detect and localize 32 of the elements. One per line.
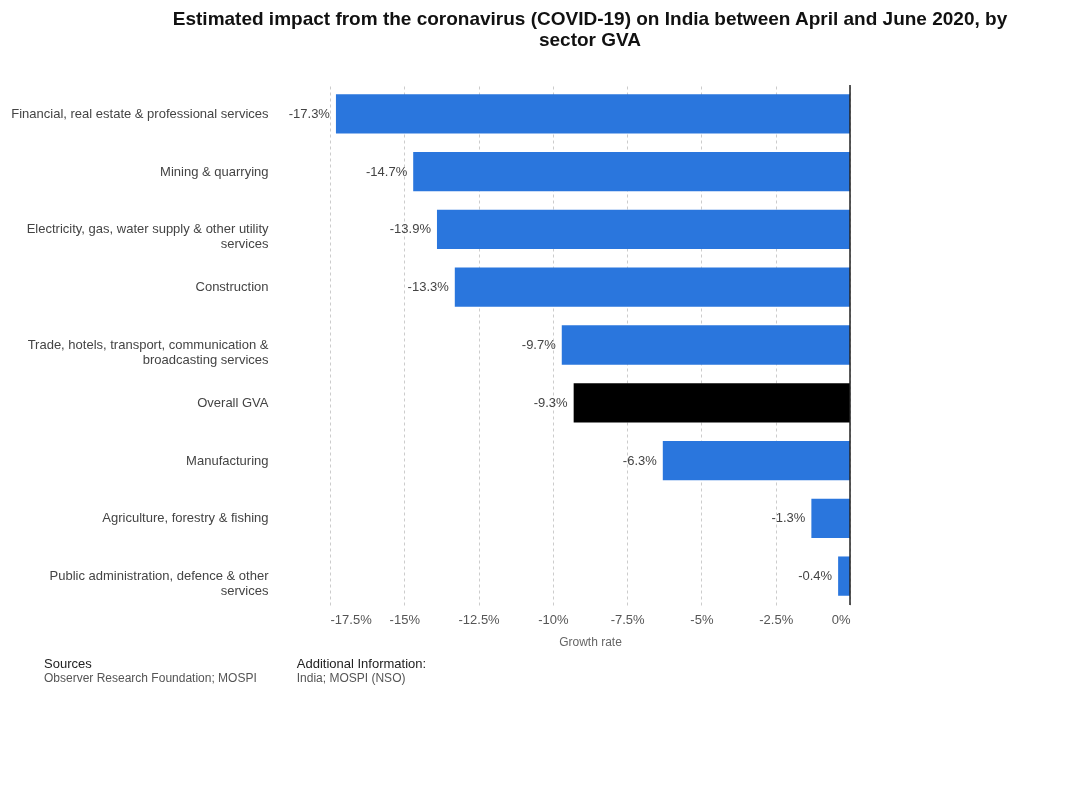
text: Additional Information:	[296, 656, 427, 671]
x-tick-label: -12.5%	[458, 611, 501, 627]
y-tick-label: Electricity, gas, water supply & other utility services	[26, 221, 269, 252]
text: Sources	[44, 656, 93, 671]
x-tick-label: -15%	[389, 611, 421, 627]
y-tick-label: Agriculture, forestry & fishing	[102, 510, 269, 526]
text: India; MOSPI (NSO)	[296, 671, 407, 685]
chart-title: Estimated impact from the coronavirus (COVID-19) on India between April and June 2020, by sector GVA	[172, 8, 1008, 51]
y-tick-label: Mining & quarrying	[160, 163, 269, 179]
data-label: -17.3%	[288, 105, 331, 121]
x-tick-label: 0%	[831, 611, 851, 627]
y-tick-label: Overall GVA	[197, 394, 269, 410]
data-label: -13.9%	[389, 221, 432, 237]
x-tick-label: -17.5%	[330, 611, 373, 627]
y-tick-label: Manufacturing	[186, 452, 269, 468]
x-axis-title: Growth rate	[559, 634, 623, 649]
y-tick-label: Trade, hotels, transport, communication & broadcasting services	[27, 337, 269, 367]
data-label: -6.3%	[622, 452, 658, 468]
data-label: -13.3%	[407, 279, 450, 295]
x-tick-label: -7.5%	[610, 611, 646, 627]
text: Observer Research Foundation; MOSPI	[44, 671, 257, 685]
data-label: -9.3%	[533, 394, 569, 410]
y-tick-label: Construction	[195, 279, 269, 295]
x-tick-label: -2.5%	[759, 611, 794, 627]
data-label: -0.4%	[798, 568, 833, 584]
x-tick-label: -5%	[690, 611, 714, 627]
y-tick-label: Financial, real estate & professional services	[11, 105, 269, 121]
y-tick-label: Public administration, defence & other services	[49, 568, 270, 599]
data-label: -14.7%	[366, 163, 408, 179]
data-label: -9.7%	[521, 337, 557, 352]
x-tick-label: -10%	[538, 611, 569, 627]
data-label: -1.3%	[771, 510, 806, 526]
